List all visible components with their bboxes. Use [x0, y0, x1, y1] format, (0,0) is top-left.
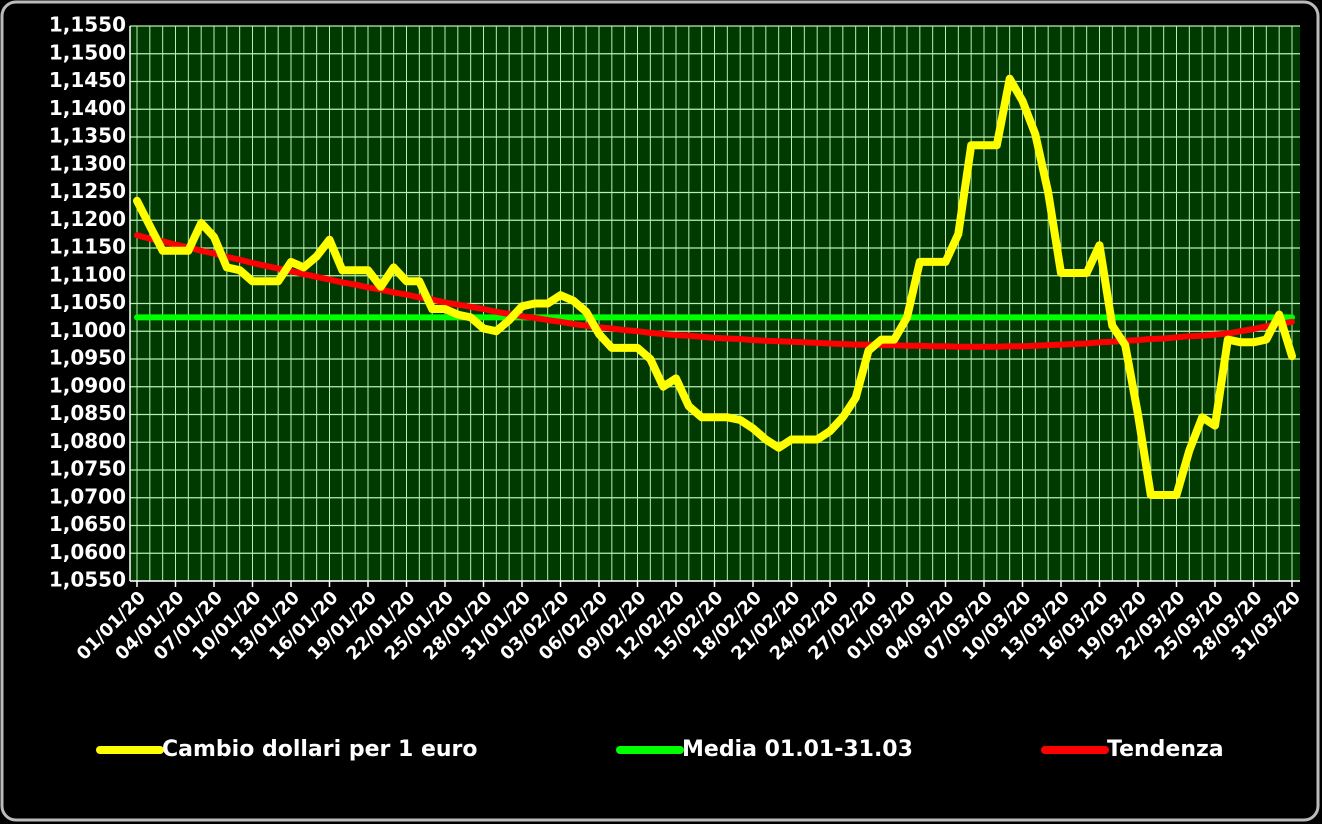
- y-tick-label: 1,0800: [49, 429, 126, 453]
- y-tick-label: 1,0550: [49, 568, 126, 592]
- y-tick-label: 1,1500: [49, 40, 126, 64]
- y-tick-label: 1,0750: [49, 457, 126, 481]
- legend-label: Tendenza: [1107, 737, 1224, 762]
- series-line: [134, 232, 1295, 350]
- legend-item: Tendenza: [1041, 737, 1224, 762]
- y-tick-label: 1,1100: [49, 262, 126, 286]
- y-tick-label: 1,0650: [49, 512, 126, 536]
- y-tick-label: 1,1550: [49, 13, 126, 37]
- y-tick-label: 1,0900: [49, 373, 126, 397]
- legend-item: Media 01.01-31.03: [616, 737, 913, 762]
- y-tick-label: 1,1450: [49, 68, 126, 92]
- series-line: [133, 74, 1296, 499]
- y-tick-label: 1,0950: [49, 346, 126, 370]
- y-tick-label: 1,1000: [49, 318, 126, 342]
- legend-label: Media 01.01-31.03: [682, 737, 913, 762]
- legend-item: Cambio dollari per 1 euro: [96, 737, 478, 762]
- y-tick-label: 1,1150: [49, 235, 126, 259]
- y-tick-label: 1,1050: [49, 290, 126, 314]
- y-tick-label: 1,1350: [49, 124, 126, 148]
- y-tick-label: 1,1400: [49, 96, 126, 120]
- legend-label: Cambio dollari per 1 euro: [162, 737, 478, 762]
- y-tick-label: 1,0600: [49, 540, 126, 564]
- y-tick-label: 1,0700: [49, 484, 126, 508]
- y-tick-label: 1,1250: [49, 179, 126, 203]
- y-tick-label: 1,1200: [49, 207, 126, 231]
- y-tick-label: 1,0850: [49, 401, 126, 425]
- y-tick-label: 1,1300: [49, 151, 126, 175]
